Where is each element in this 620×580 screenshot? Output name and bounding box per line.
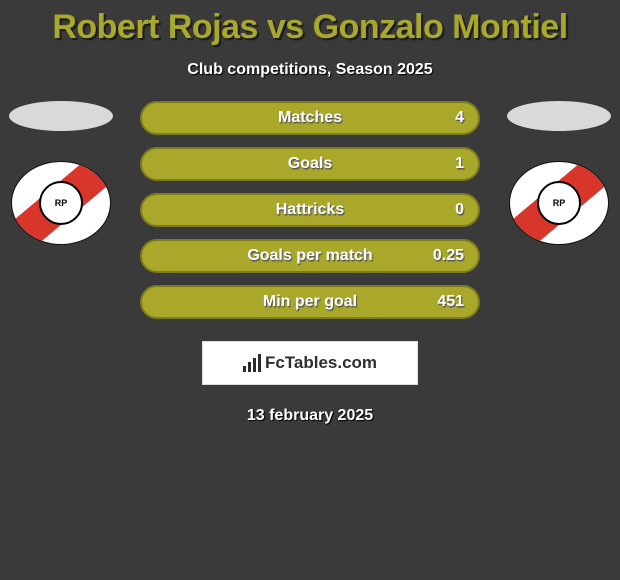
stat-label: Goals per match [247, 247, 372, 265]
stat-right-value: 451 [437, 293, 464, 311]
stat-label: Min per goal [263, 293, 357, 311]
stat-row-goals: Goals 1 [140, 147, 480, 181]
player-right-club-badge: RP [509, 161, 609, 245]
brand-box: FcTables.com [202, 341, 418, 385]
stat-right-value: 1 [455, 155, 464, 173]
bar-chart-icon [243, 354, 261, 372]
stat-rows: Matches 4 Goals 1 Hattricks 0 Goals per … [140, 101, 480, 319]
stat-row-hattricks: Hattricks 0 [140, 193, 480, 227]
stat-row-matches: Matches 4 [140, 101, 480, 135]
player-right-column: RP [504, 101, 614, 245]
stat-row-goals-per-match: Goals per match 0.25 [140, 239, 480, 273]
subtitle: Club competitions, Season 2025 [0, 61, 620, 79]
stat-row-min-per-goal: Min per goal 451 [140, 285, 480, 319]
player-right-photo-placeholder [507, 101, 611, 131]
comparison-area: RP RP Matches 4 Goals 1 Hattricks 0 Goal… [0, 101, 620, 319]
stat-right-value: 0.25 [433, 247, 464, 265]
player-left-column: RP [6, 101, 116, 245]
brand-text: FcTables.com [265, 353, 377, 373]
club-badge-text-left: RP [39, 181, 83, 225]
footer-date: 13 february 2025 [0, 407, 620, 425]
player-left-photo-placeholder [9, 101, 113, 131]
stat-right-value: 0 [455, 201, 464, 219]
page-title: Robert Rojas vs Gonzalo Montiel [0, 0, 620, 47]
club-badge-text-right: RP [537, 181, 581, 225]
stat-right-value: 4 [455, 109, 464, 127]
stat-label: Goals [288, 155, 332, 173]
stat-label: Hattricks [276, 201, 344, 219]
player-left-club-badge: RP [11, 161, 111, 245]
stat-label: Matches [278, 109, 342, 127]
